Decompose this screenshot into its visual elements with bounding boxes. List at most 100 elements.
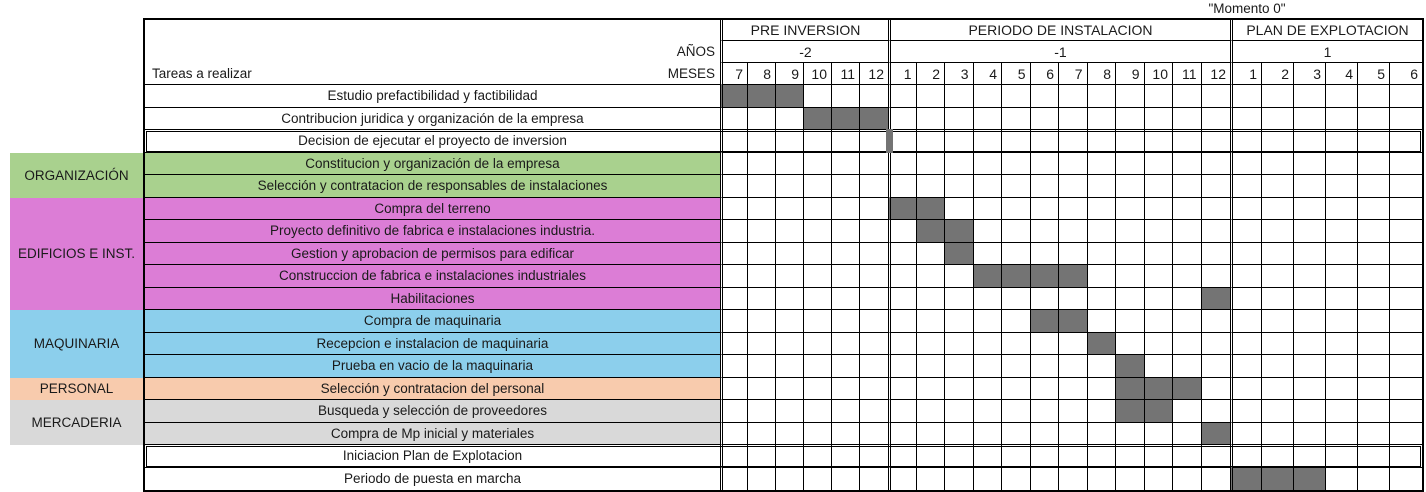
gantt-cell (1030, 130, 1059, 153)
gantt-cell (804, 332, 832, 355)
gantt-cell (1116, 287, 1145, 310)
gantt-cell (888, 265, 917, 288)
gantt-cell (1030, 445, 1059, 468)
gantt-cell (973, 467, 1002, 490)
gantt-cell (916, 242, 945, 265)
gantt-cell (945, 130, 974, 153)
gantt-cell (860, 220, 888, 243)
gantt-cell (1326, 422, 1358, 445)
gantt-cell (1326, 152, 1358, 175)
gantt-cell (1144, 152, 1173, 175)
gantt-cell (1326, 310, 1358, 333)
month-header: 12 (860, 63, 888, 85)
gantt-cell (804, 310, 832, 333)
gantt-cell (1326, 197, 1358, 220)
gantt-cell (1201, 310, 1230, 333)
task-label: Constitucion y organización de la empres… (145, 152, 720, 175)
gantt-cell (860, 287, 888, 310)
gantt-cell (945, 287, 974, 310)
month-header: 11 (832, 63, 860, 85)
gantt-cell (1030, 332, 1059, 355)
gantt-cell (832, 445, 860, 468)
gantt-cell (804, 445, 832, 468)
gantt-cell (1201, 445, 1230, 468)
gantt-cell (776, 197, 804, 220)
gantt-cell (1030, 400, 1059, 423)
gantt-cell (1390, 422, 1422, 445)
gantt-cell (1144, 287, 1173, 310)
gantt-cell (1201, 355, 1230, 378)
gantt-cell (1230, 152, 1262, 175)
month-header: 12 (1201, 63, 1230, 85)
gantt-cell (1326, 287, 1358, 310)
month-header: 11 (1173, 63, 1202, 85)
gantt-cell (1358, 355, 1390, 378)
gantt-cell (776, 152, 804, 175)
gantt-cell (916, 85, 945, 108)
month-header: 10 (1144, 63, 1173, 85)
gantt-cell (804, 242, 832, 265)
gantt-cell (916, 467, 945, 490)
month-header: 5 (1358, 63, 1390, 85)
gantt-cell (1358, 467, 1390, 490)
month-header: 9 (776, 63, 804, 85)
gantt-cell (1002, 107, 1031, 130)
gantt-cell (860, 445, 888, 468)
gantt-cell (1390, 130, 1422, 153)
gantt-cell (1390, 400, 1422, 423)
gantt-cell (1173, 130, 1202, 153)
gantt-cell (1173, 445, 1202, 468)
gantt-cell (1294, 422, 1326, 445)
gantt-cell (1390, 445, 1422, 468)
task-label: Proyecto definitivo de fabrica e instala… (145, 220, 720, 243)
gantt-cell (1173, 220, 1202, 243)
gantt-cell (1358, 152, 1390, 175)
gantt-cell (832, 377, 860, 400)
gantt-cell (888, 332, 917, 355)
gantt-cell (720, 377, 748, 400)
category-label: PERSONAL (39, 381, 114, 397)
gantt-cell (1326, 175, 1358, 198)
gantt-cell (1002, 85, 1031, 108)
category-label: EDIFICIOS E INST. (17, 246, 136, 262)
gantt-cell (804, 422, 832, 445)
gantt-bar-cell (1087, 332, 1116, 355)
gantt-cell (860, 400, 888, 423)
gantt-cell (945, 197, 974, 220)
gantt-cell (1262, 85, 1294, 108)
gantt-cell (1030, 152, 1059, 175)
gantt-cell (1294, 400, 1326, 423)
gantt-cell (832, 332, 860, 355)
gantt-bar-cell (776, 85, 804, 108)
gantt-cell (1144, 85, 1173, 108)
gantt-cell (1173, 287, 1202, 310)
gantt-cell (1144, 422, 1173, 445)
gantt-cell (832, 130, 860, 153)
gantt-cell (1390, 242, 1422, 265)
gantt-cell (1326, 400, 1358, 423)
gantt-cell (1002, 445, 1031, 468)
gantt-cell (888, 355, 917, 378)
gantt-cell (832, 220, 860, 243)
gantt-cell (1230, 377, 1262, 400)
gantt-cell (1144, 220, 1173, 243)
gantt-cell (1262, 422, 1294, 445)
gantt-cell (1030, 242, 1059, 265)
gantt-cell (1262, 220, 1294, 243)
gantt-cell (1116, 332, 1145, 355)
gantt-cell (1173, 107, 1202, 130)
gantt-cell (1002, 130, 1031, 153)
gantt-cell (1002, 310, 1031, 333)
gantt-cell (860, 355, 888, 378)
gantt-bar-cell (1116, 377, 1145, 400)
gantt-bar-cell (860, 107, 888, 130)
task-label: Compra de maquinaria (145, 310, 720, 333)
gantt-cell (916, 107, 945, 130)
gantt-cell (1059, 85, 1088, 108)
gantt-cell (888, 107, 917, 130)
gantt-cell (720, 310, 748, 333)
category-block: MAQUINARIA (10, 310, 143, 378)
gantt-cell (945, 152, 974, 175)
gantt-cell (1059, 355, 1088, 378)
gantt-cell (916, 310, 945, 333)
